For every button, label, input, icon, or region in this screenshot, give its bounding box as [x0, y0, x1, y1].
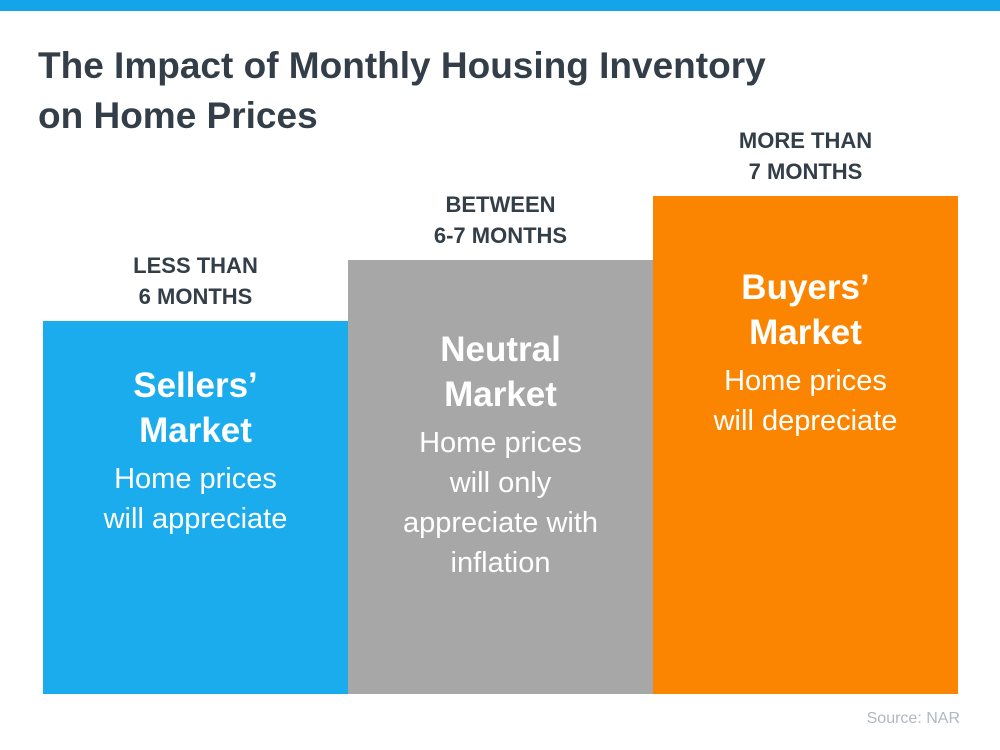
bar-neutral-market: Neutral Market Home prices will only app… [348, 260, 653, 694]
sellers-market-description: Home prices will appreciate [103, 463, 288, 535]
page-title: The Impact of Monthly Housing Inventory … [38, 45, 766, 136]
bar-label-more-than-7-months: MORE THAN 7 MONTHS [738, 128, 873, 184]
neutral-market-description: Home prices will only appreciate with in… [402, 427, 599, 579]
buyers-market-description: Home prices will depreciate [713, 365, 898, 437]
bar-buyers-market: Buyers’ Market Home prices will deprecia… [653, 196, 958, 694]
bar-label-less-than-6-months: LESS THAN 6 MONTHS [133, 253, 258, 309]
bar-sellers-market: Sellers’ Market Home prices will appreci… [43, 321, 348, 694]
sellers-market-heading: Sellers’ Market [133, 366, 258, 450]
buyers-market-heading: Buyers’ Market [741, 268, 870, 352]
bar-label-between-6-7-months: BETWEEN 6-7 MONTHS [433, 192, 568, 248]
top-accent-bar [0, 0, 1000, 11]
neutral-market-heading: Neutral Market [440, 330, 561, 414]
source-attribution: Source: NAR [866, 710, 960, 727]
